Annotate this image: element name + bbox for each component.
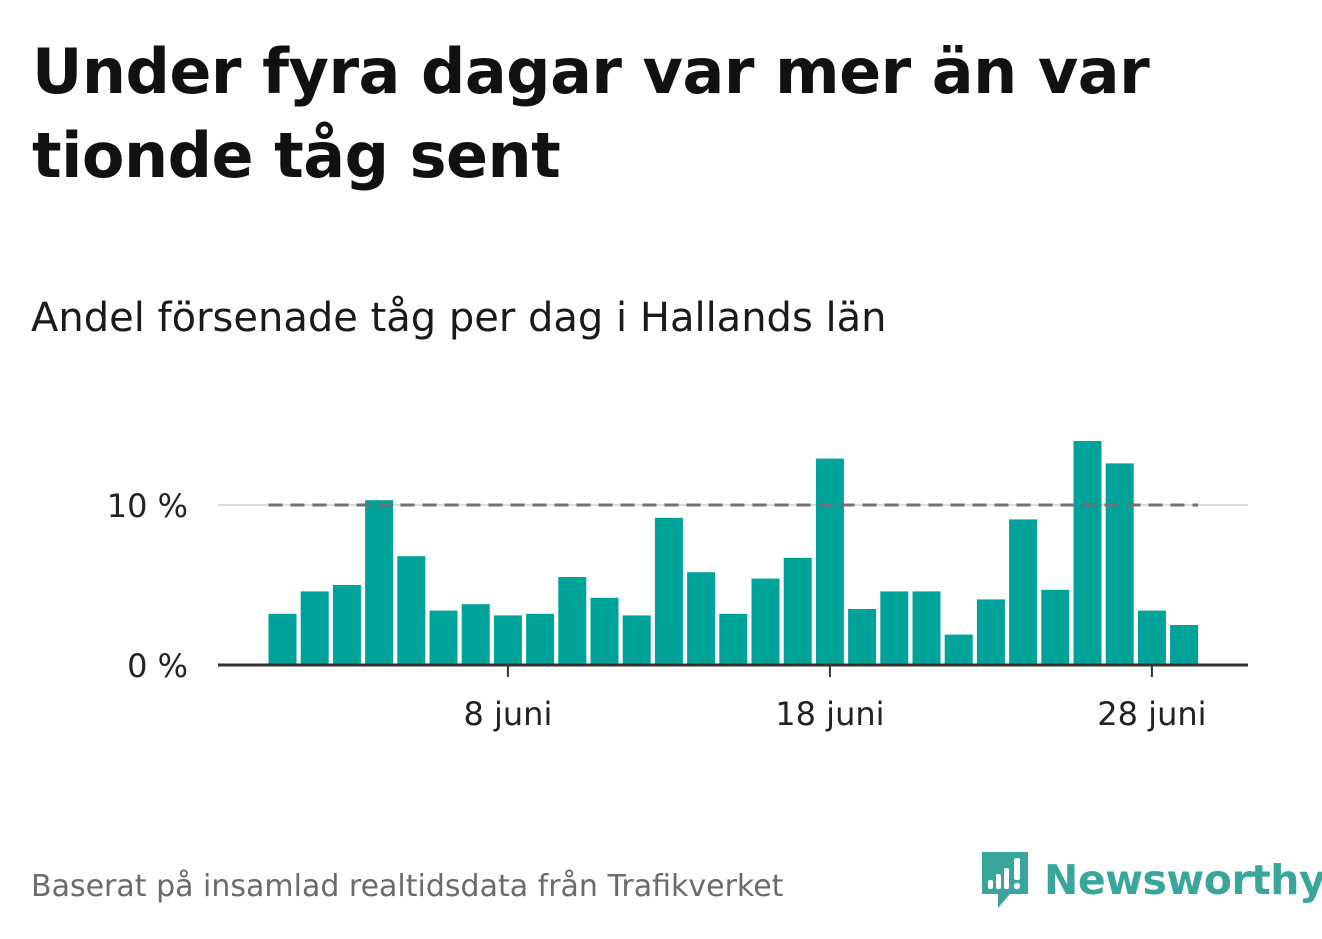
bar <box>1105 463 1134 665</box>
bar <box>590 597 619 665</box>
bar <box>719 613 748 665</box>
bar <box>880 591 909 665</box>
x-tick-label: 18 juni <box>775 695 884 733</box>
bar <box>976 599 1005 665</box>
bar-chart-speech-bubble-icon <box>982 852 1028 908</box>
bar <box>1041 589 1070 665</box>
bar <box>912 591 941 665</box>
source-footer: Baserat på insamlad realtidsdata från Tr… <box>31 869 784 904</box>
bar <box>1073 441 1102 665</box>
bar <box>300 591 329 665</box>
bar <box>1137 610 1166 665</box>
chart-subtitle: Andel försenade tåg per dag i Hallands l… <box>31 295 887 341</box>
y-tick-label: 0 % <box>127 647 188 685</box>
headline: Under fyra dagar var mer än var tionde t… <box>32 35 1150 192</box>
bar <box>783 557 812 665</box>
bar <box>1170 625 1199 665</box>
x-tick-label: 28 juni <box>1097 695 1206 733</box>
bar <box>365 500 394 665</box>
bar <box>815 458 844 665</box>
bar <box>848 609 877 665</box>
bar <box>429 610 458 665</box>
bar <box>944 634 973 665</box>
bar <box>268 613 297 665</box>
logo-wordmark: Newsworthy <box>1044 856 1322 904</box>
bar <box>558 577 587 665</box>
bar <box>397 556 426 665</box>
bar <box>654 517 683 665</box>
bar <box>1009 519 1038 665</box>
y-tick-label: 10 % <box>107 487 188 525</box>
bar <box>687 572 716 665</box>
bar-chart: 0 % 10 % 8 juni 18 juni 28 juni <box>107 441 1248 733</box>
bar <box>493 615 522 665</box>
x-tick-label: 8 juni <box>463 695 552 733</box>
bars-layer <box>268 441 1199 665</box>
bar <box>332 585 361 665</box>
bar <box>751 578 780 665</box>
newsworthy-logo: Newsworthy <box>980 850 1322 910</box>
bar <box>622 615 651 665</box>
bar <box>526 613 555 665</box>
bar <box>461 604 490 665</box>
axis-layer: 0 % 10 % 8 juni 18 juni 28 juni <box>107 487 1248 733</box>
